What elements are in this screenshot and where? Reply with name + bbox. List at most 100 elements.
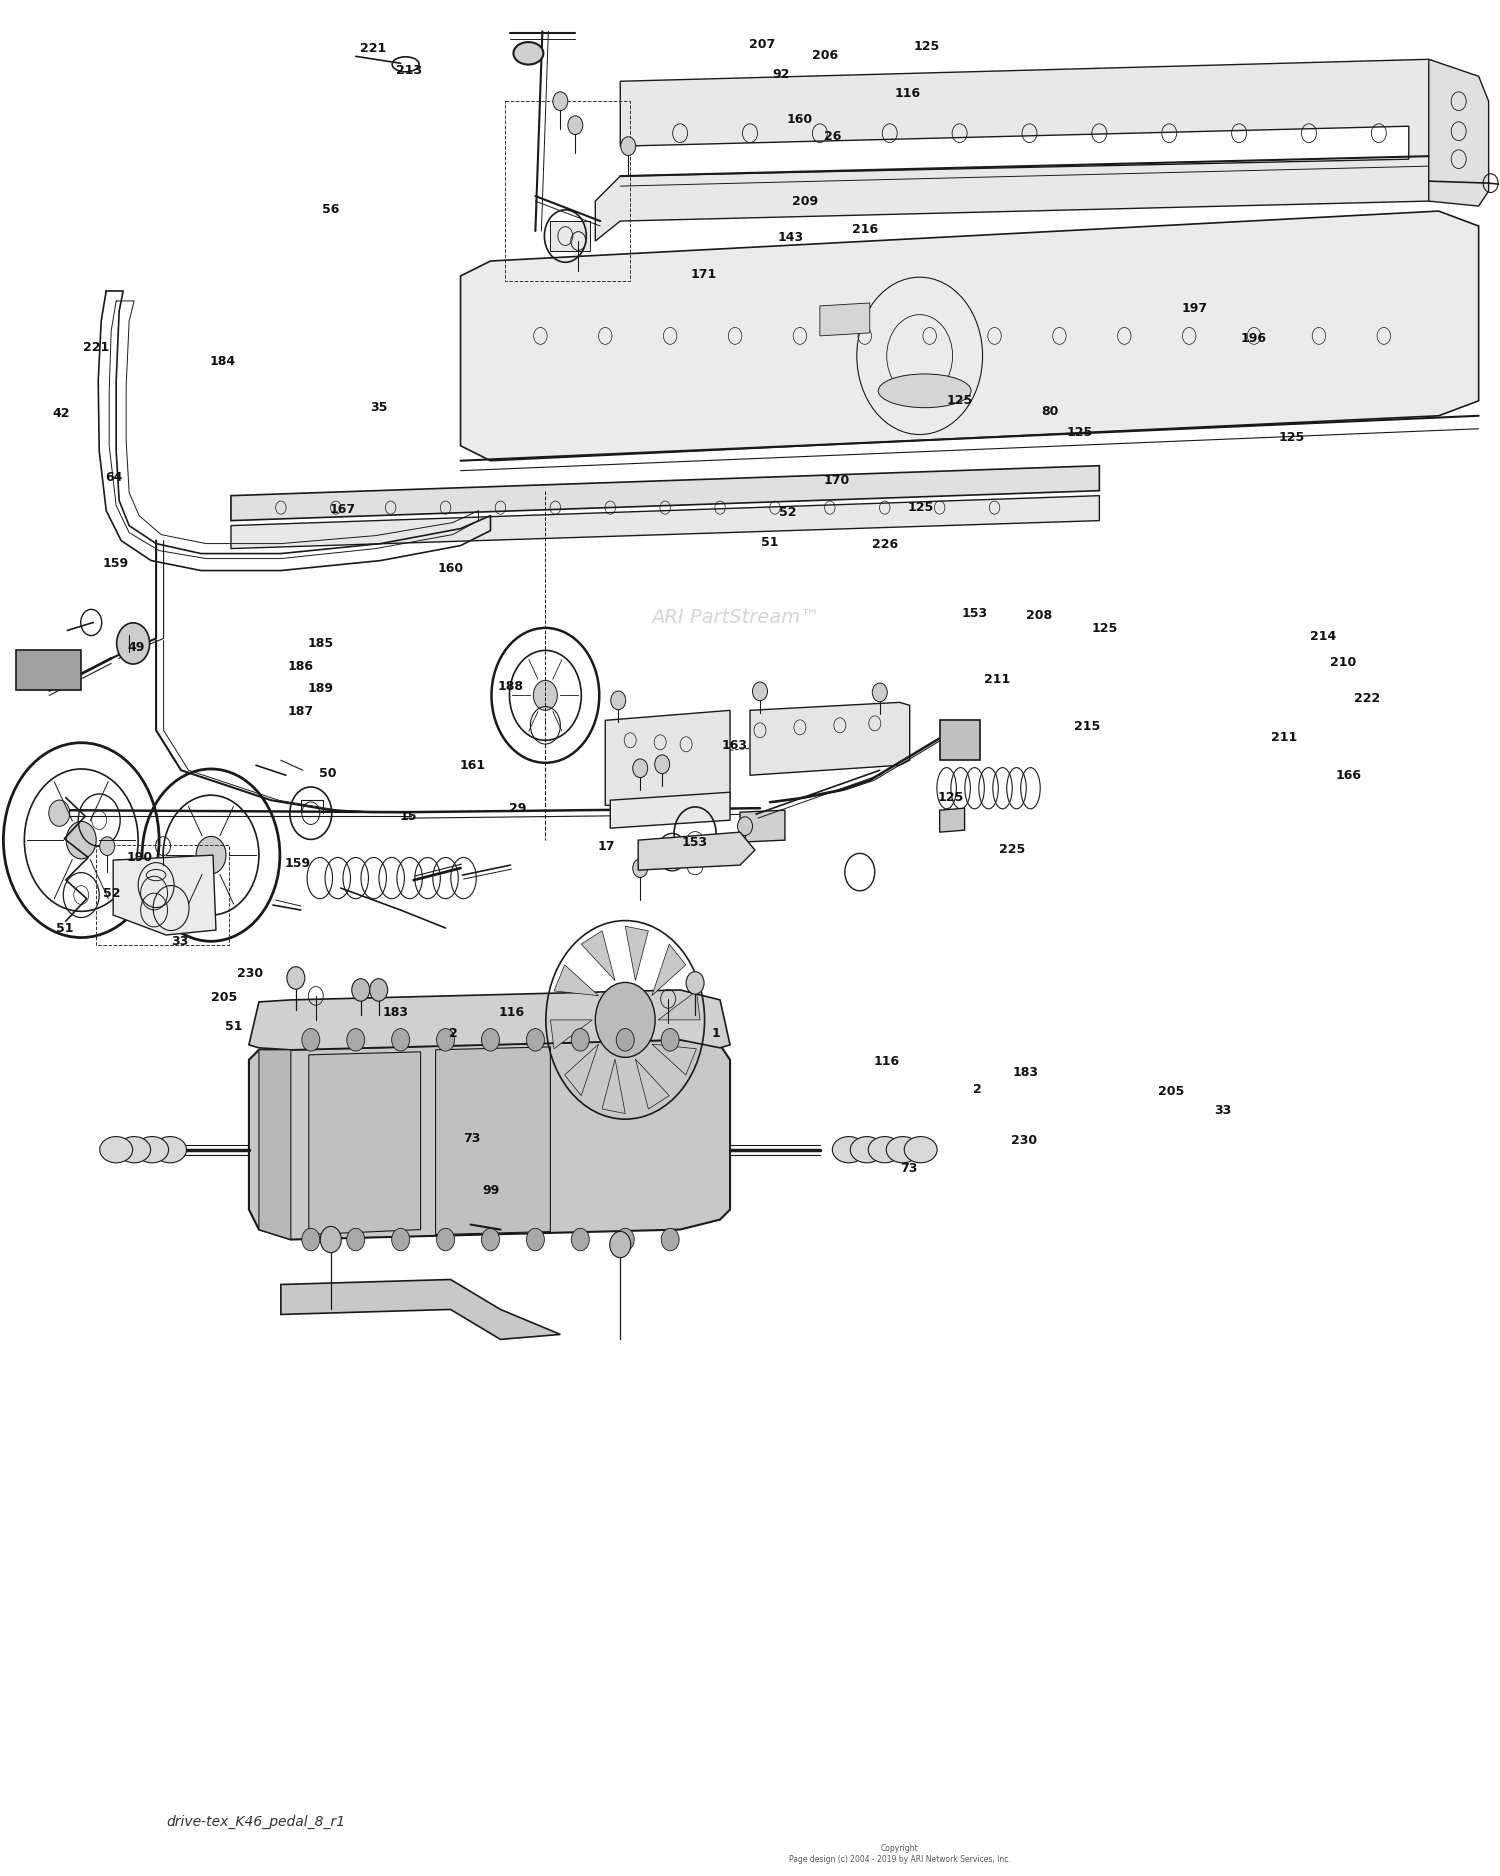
Text: 143: 143 — [777, 231, 804, 244]
Text: 42: 42 — [53, 407, 70, 420]
Polygon shape — [260, 1051, 291, 1240]
Text: 2: 2 — [448, 1026, 458, 1039]
Text: drive-tex_K46_pedal_8_r1: drive-tex_K46_pedal_8_r1 — [166, 1816, 345, 1829]
Ellipse shape — [833, 1137, 866, 1163]
Text: 125: 125 — [1066, 426, 1092, 439]
Circle shape — [616, 1229, 634, 1251]
Text: 159: 159 — [285, 857, 310, 870]
Circle shape — [662, 1229, 680, 1251]
Circle shape — [346, 1028, 364, 1051]
Text: 56: 56 — [322, 203, 339, 216]
Ellipse shape — [886, 1137, 920, 1163]
Polygon shape — [554, 964, 598, 996]
Polygon shape — [435, 1047, 550, 1234]
Polygon shape — [564, 1045, 598, 1096]
Circle shape — [572, 1028, 590, 1051]
Circle shape — [633, 859, 648, 878]
Text: 26: 26 — [824, 129, 842, 143]
Text: 205: 205 — [1158, 1084, 1184, 1097]
Polygon shape — [596, 60, 1458, 240]
Polygon shape — [16, 651, 81, 690]
Text: 166: 166 — [1336, 769, 1362, 782]
Polygon shape — [249, 991, 730, 1051]
Text: 125: 125 — [914, 39, 940, 53]
Text: 64: 64 — [105, 471, 123, 484]
Polygon shape — [652, 944, 686, 996]
Circle shape — [616, 1028, 634, 1051]
Text: 116: 116 — [873, 1054, 900, 1067]
Circle shape — [286, 966, 304, 989]
Circle shape — [369, 979, 387, 1002]
Text: 186: 186 — [288, 660, 314, 673]
Text: 160: 160 — [786, 113, 813, 126]
Text: 50: 50 — [320, 767, 336, 780]
Text: 214: 214 — [1311, 630, 1336, 643]
Text: 211: 211 — [984, 673, 1010, 687]
Polygon shape — [939, 809, 964, 833]
Text: 52: 52 — [104, 887, 122, 900]
Text: ARI PartStream™: ARI PartStream™ — [651, 608, 819, 627]
Text: 33: 33 — [171, 936, 188, 947]
Circle shape — [436, 1229, 454, 1251]
Circle shape — [321, 1227, 342, 1253]
Polygon shape — [280, 1279, 561, 1339]
Text: 125: 125 — [1280, 431, 1305, 445]
Circle shape — [302, 1028, 320, 1051]
Text: 196: 196 — [1240, 332, 1266, 345]
Text: 2: 2 — [974, 1082, 982, 1096]
Ellipse shape — [904, 1137, 938, 1163]
Text: 52: 52 — [778, 507, 796, 520]
Circle shape — [568, 116, 584, 135]
Polygon shape — [626, 927, 648, 981]
Text: 125: 125 — [938, 792, 964, 805]
Text: 213: 213 — [396, 64, 422, 77]
Polygon shape — [550, 221, 591, 251]
Text: 230: 230 — [1011, 1133, 1036, 1146]
Text: 15: 15 — [400, 810, 417, 824]
Text: 153: 153 — [681, 837, 708, 850]
Polygon shape — [821, 302, 870, 336]
Circle shape — [482, 1028, 500, 1051]
Polygon shape — [1428, 60, 1488, 206]
Text: 160: 160 — [438, 563, 464, 576]
Text: 188: 188 — [498, 681, 523, 694]
Polygon shape — [231, 465, 1100, 522]
Circle shape — [738, 816, 753, 835]
Text: 29: 29 — [509, 803, 526, 816]
Ellipse shape — [135, 1137, 168, 1163]
Circle shape — [633, 760, 648, 779]
Polygon shape — [740, 810, 784, 842]
Text: 92: 92 — [772, 68, 790, 81]
Circle shape — [346, 1229, 364, 1251]
Text: 161: 161 — [460, 760, 486, 773]
Text: 51: 51 — [56, 923, 74, 934]
Circle shape — [351, 979, 369, 1002]
Text: 51: 51 — [760, 537, 778, 550]
Text: 211: 211 — [1272, 732, 1298, 745]
Polygon shape — [112, 855, 216, 934]
Circle shape — [610, 690, 626, 709]
Circle shape — [534, 681, 558, 711]
Text: 99: 99 — [483, 1184, 500, 1197]
Circle shape — [526, 1028, 544, 1051]
Circle shape — [686, 972, 703, 994]
Text: Copyright: Copyright — [880, 1844, 918, 1853]
Polygon shape — [638, 833, 754, 870]
Text: 183: 183 — [1013, 1066, 1038, 1079]
Text: 221: 221 — [360, 41, 386, 54]
Polygon shape — [550, 1021, 592, 1049]
Text: 189: 189 — [308, 683, 333, 696]
Text: 197: 197 — [1182, 302, 1208, 315]
Circle shape — [526, 1229, 544, 1251]
Polygon shape — [652, 1045, 696, 1075]
Text: 207: 207 — [748, 38, 776, 51]
Polygon shape — [750, 702, 909, 775]
Polygon shape — [939, 720, 980, 760]
Circle shape — [572, 1229, 590, 1251]
Text: 80: 80 — [1041, 405, 1058, 418]
Text: 206: 206 — [812, 49, 838, 62]
Text: 170: 170 — [824, 475, 850, 488]
Text: 210: 210 — [1330, 657, 1356, 670]
Circle shape — [50, 799, 70, 825]
Text: 153: 153 — [962, 608, 987, 621]
